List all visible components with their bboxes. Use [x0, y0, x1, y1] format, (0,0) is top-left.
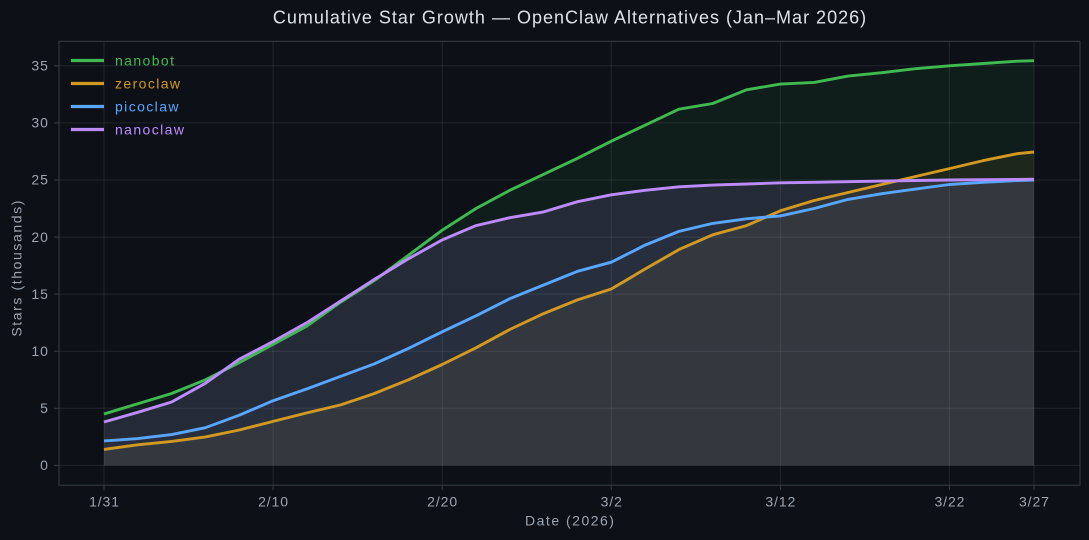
- svg-text:0: 0: [40, 457, 49, 473]
- svg-text:2/20: 2/20: [427, 494, 458, 510]
- svg-text:20: 20: [31, 229, 48, 245]
- svg-text:35: 35: [31, 58, 48, 74]
- svg-text:Stars (thousands): Stars (thousands): [9, 199, 25, 337]
- svg-text:3/22: 3/22: [934, 494, 965, 510]
- svg-text:15: 15: [31, 286, 48, 302]
- svg-text:30: 30: [31, 115, 48, 131]
- svg-text:3/12: 3/12: [765, 494, 796, 510]
- svg-text:Date (2026): Date (2026): [525, 513, 615, 529]
- svg-text:3/2: 3/2: [601, 494, 623, 510]
- svg-text:picoclaw: picoclaw: [115, 99, 180, 115]
- svg-text:nanobot: nanobot: [115, 53, 175, 69]
- svg-text:nanoclaw: nanoclaw: [115, 122, 185, 138]
- svg-text:5: 5: [40, 400, 49, 416]
- svg-text:3/27: 3/27: [1019, 494, 1050, 510]
- svg-text:zeroclaw: zeroclaw: [115, 76, 181, 92]
- svg-text:25: 25: [31, 172, 48, 188]
- svg-text:Cumulative Star Growth — OpenC: Cumulative Star Growth — OpenClaw Altern…: [273, 7, 867, 27]
- svg-text:10: 10: [31, 343, 48, 359]
- svg-text:2/10: 2/10: [258, 494, 289, 510]
- svg-text:1/31: 1/31: [89, 494, 120, 510]
